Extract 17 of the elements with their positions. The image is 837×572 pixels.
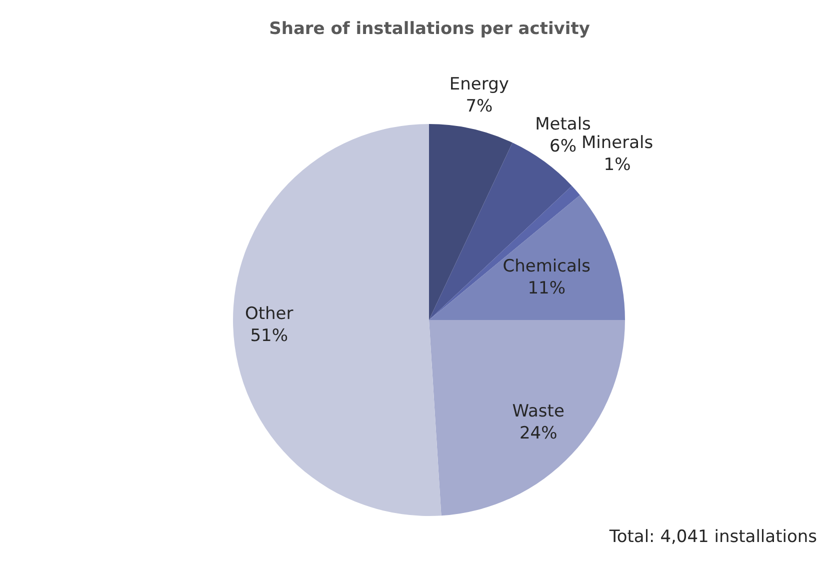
data-label: 1% xyxy=(604,155,631,176)
data-label: 7% xyxy=(466,96,493,117)
text: Total: 4,041 installations xyxy=(608,527,818,547)
slice-label: Metals xyxy=(535,114,592,135)
slice-label: Waste xyxy=(512,402,564,422)
data-label: 11% xyxy=(528,278,566,299)
chart-title: Share of installations per activity xyxy=(269,19,590,39)
pie-slice xyxy=(429,195,625,320)
data-label: 6% xyxy=(550,136,577,157)
slice-label: Other xyxy=(244,304,294,324)
pie-slice xyxy=(429,320,625,516)
data-label: 51% xyxy=(250,326,288,346)
slice-label: Energy xyxy=(449,74,509,95)
slice-label: Chemicals xyxy=(502,256,591,277)
pie-slice xyxy=(233,124,442,516)
slice-label: Minerals xyxy=(581,133,654,154)
data-label: 24% xyxy=(519,424,558,444)
